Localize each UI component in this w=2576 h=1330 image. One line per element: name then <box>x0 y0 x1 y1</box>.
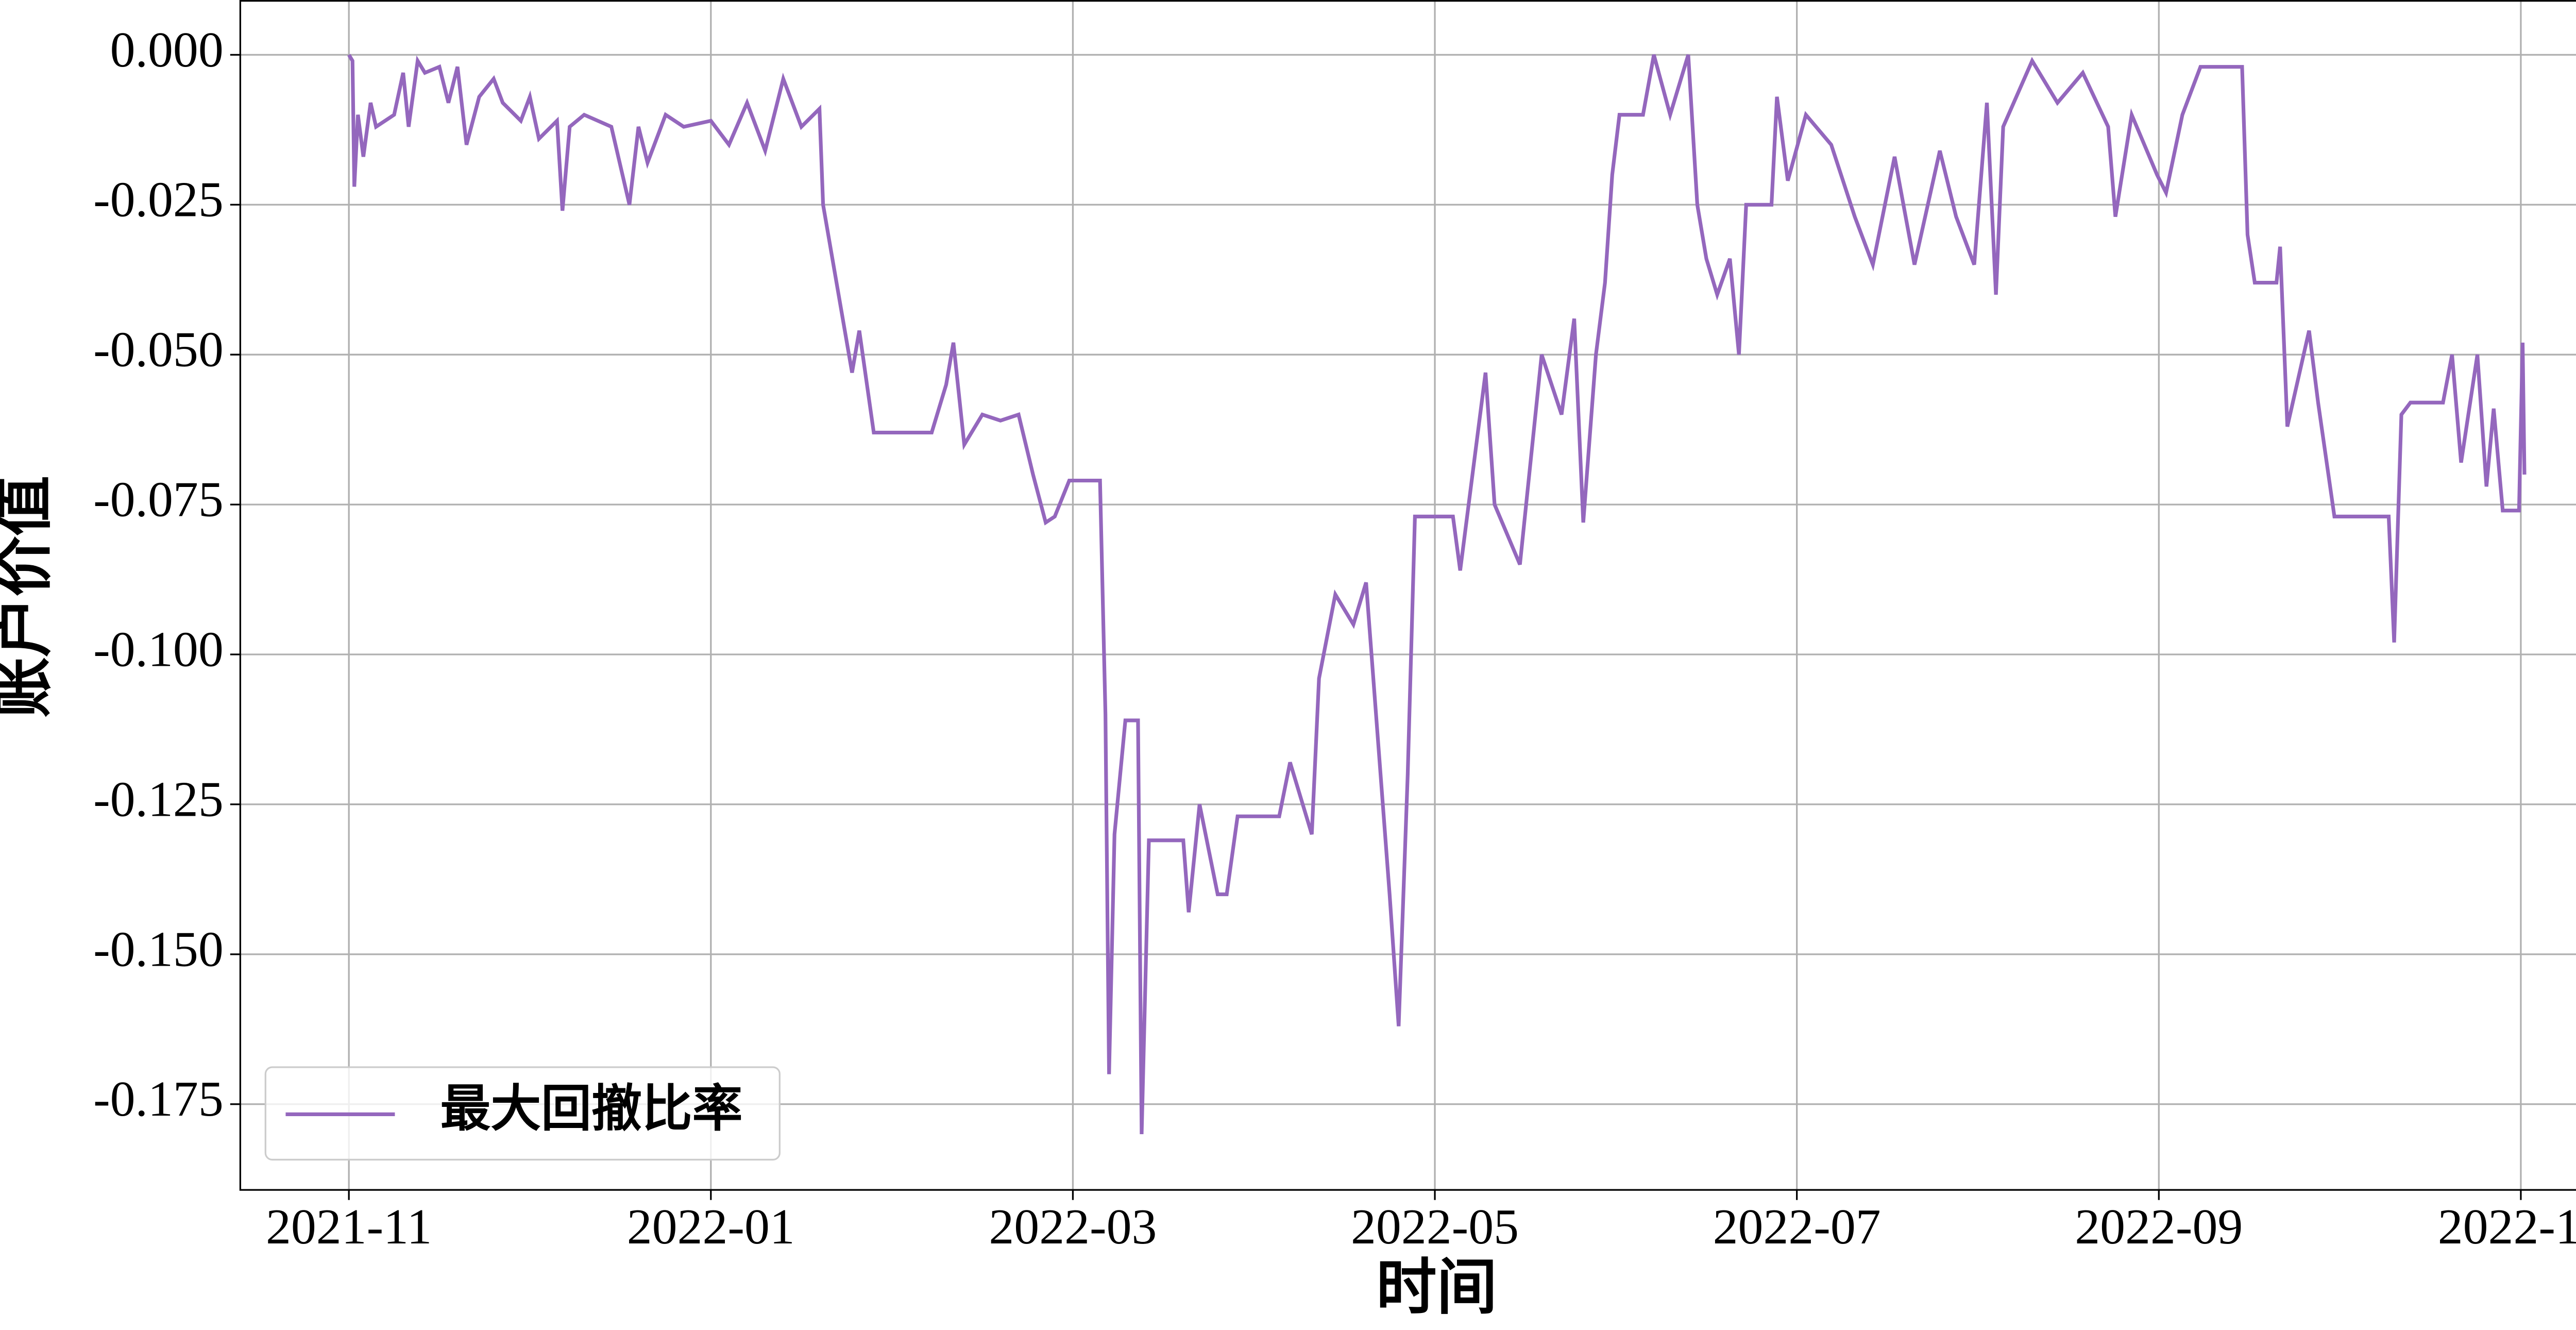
y-axis-label: 账户价值 <box>0 476 58 718</box>
y-tick-label: -0.150 <box>93 921 224 977</box>
y-tick-label: 0.000 <box>110 22 224 78</box>
x-axis-label: 时间 <box>1376 1254 1497 1321</box>
x-tick-label: 2022-01 <box>627 1199 795 1255</box>
y-tick-label: -0.025 <box>93 172 224 228</box>
legend-box <box>264 1066 781 1161</box>
x-tick-label: 2022-07 <box>1713 1199 1881 1255</box>
y-tick-label: -0.050 <box>93 322 224 378</box>
legend-label: 最大回撤比率 <box>440 1082 743 1137</box>
y-tick-label: -0.100 <box>93 621 224 677</box>
y-tick-label: -0.075 <box>93 472 224 528</box>
x-tick-label: 2022-05 <box>1351 1199 1519 1255</box>
ticks: 0.000 -0.025 -0.050 -0.075 -0.100 -0.125 -0.15… <box>93 22 2576 1255</box>
x-tick-label: 2022-11 <box>2438 1199 2576 1255</box>
legend: 最大回撤比率 <box>264 1066 781 1161</box>
data-line <box>347 54 2527 1135</box>
x-tick-label: 2021-11 <box>266 1199 432 1255</box>
plot-area <box>347 54 2527 1135</box>
y-tick-label: -0.175 <box>93 1071 224 1127</box>
grid <box>240 1 2576 1190</box>
y-tick-label: -0.125 <box>93 771 224 827</box>
x-tick-label: 2022-09 <box>2075 1199 2243 1255</box>
x-tick-label: 2022-03 <box>989 1199 1157 1255</box>
axes-frame <box>239 0 2576 1191</box>
